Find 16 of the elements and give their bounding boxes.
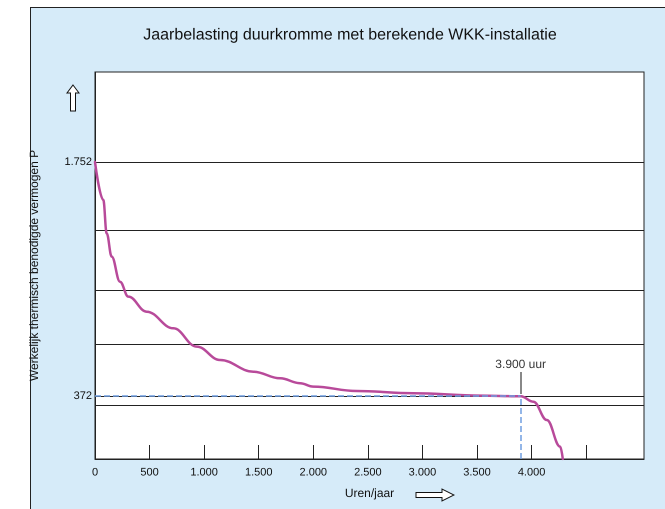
- x-tick-label: 0: [92, 466, 98, 478]
- x-tick-label: 2.500: [354, 466, 382, 478]
- y-axis-title: Werkelijk thermisch benodigde vermogen P: [27, 150, 41, 382]
- x-tick-label: 1.000: [190, 466, 218, 478]
- x-tick-label: 1.500: [244, 466, 272, 478]
- x-tick-label: 4.000: [518, 466, 546, 478]
- annotation: 3.900 uur: [495, 356, 546, 371]
- line-series: [94, 160, 564, 460]
- x-tick-label: 3.500: [463, 466, 491, 478]
- chart-title: Jaarbelasting duurkromme met berekende WKK-installatie: [143, 26, 557, 44]
- y-tick-label: 1.752: [64, 156, 92, 168]
- x-tick-label: 3.000: [408, 466, 436, 478]
- x-axis-title: Uren/jaar: [344, 486, 394, 500]
- x-tick-label: 2.000: [300, 466, 328, 478]
- x-tick-label: 500: [140, 466, 159, 478]
- y-tick-label: 372: [74, 390, 92, 402]
